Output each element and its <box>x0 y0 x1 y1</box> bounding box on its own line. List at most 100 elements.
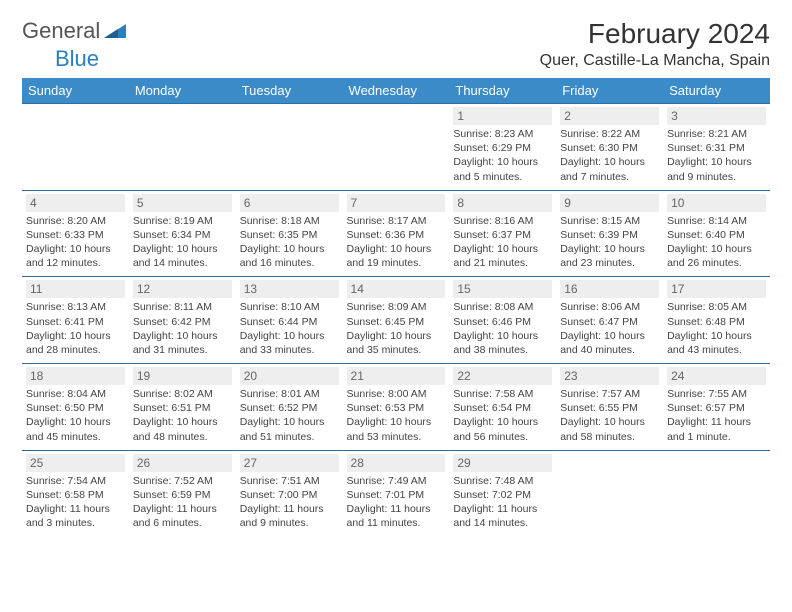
day-details: Sunrise: 8:19 AMSunset: 6:34 PMDaylight:… <box>133 214 232 271</box>
calendar-cell: 20 Sunrise: 8:01 AMSunset: 6:52 PMDayligh… <box>236 364 343 451</box>
day-number: 15 <box>453 280 552 298</box>
calendar-row: 25 Sunrise: 7:54 AMSunset: 6:58 PMDayligh… <box>22 450 770 536</box>
calendar-cell <box>22 104 129 191</box>
day-number: 12 <box>133 280 232 298</box>
day-details: Sunrise: 7:48 AMSunset: 7:02 PMDaylight:… <box>453 474 552 531</box>
day-number: 25 <box>26 454 125 472</box>
day-number: 20 <box>240 367 339 385</box>
calendar-cell: 24 Sunrise: 7:55 AMSunset: 6:57 PMDayligh… <box>663 364 770 451</box>
logo: General <box>22 18 128 44</box>
calendar-header-row: SundayMondayTuesdayWednesdayThursdayFrid… <box>22 78 770 104</box>
logo-text-general: General <box>22 18 100 44</box>
day-number: 21 <box>347 367 446 385</box>
day-details: Sunrise: 8:17 AMSunset: 6:36 PMDaylight:… <box>347 214 446 271</box>
calendar-cell: 4Sunrise: 8:20 AMSunset: 6:33 PMDaylight… <box>22 190 129 277</box>
day-details: Sunrise: 8:18 AMSunset: 6:35 PMDaylight:… <box>240 214 339 271</box>
calendar-body: 1Sunrise: 8:23 AMSunset: 6:29 PMDaylight… <box>22 104 770 537</box>
title-block: February 2024 Quer, Castille-La Mancha, … <box>540 18 770 70</box>
calendar-cell: 23 Sunrise: 7:57 AMSunset: 6:55 PMDayligh… <box>556 364 663 451</box>
calendar-cell: 16 Sunrise: 8:06 AMSunset: 6:47 PMDayligh… <box>556 277 663 364</box>
day-details: Sunrise: 8:08 AMSunset: 6:46 PMDaylight:… <box>453 300 552 357</box>
location-text: Quer, Castille-La Mancha, Spain <box>540 52 770 70</box>
calendar-cell: 28 Sunrise: 7:49 AMSunset: 7:01 PMDayligh… <box>343 450 450 536</box>
calendar-cell: 9 Sunrise: 8:15 AMSunset: 6:39 PMDaylight… <box>556 190 663 277</box>
day-header: Thursday <box>449 78 556 104</box>
day-number: 28 <box>347 454 446 472</box>
calendar-cell <box>343 104 450 191</box>
calendar-cell: 22 Sunrise: 7:58 AMSunset: 6:54 PMDayligh… <box>449 364 556 451</box>
day-header: Wednesday <box>343 78 450 104</box>
day-number: 27 <box>240 454 339 472</box>
calendar-cell: 12 Sunrise: 8:11 AMSunset: 6:42 PMDayligh… <box>129 277 236 364</box>
day-details: Sunrise: 8:16 AMSunset: 6:37 PMDaylight:… <box>453 214 552 271</box>
calendar-cell: 1Sunrise: 8:23 AMSunset: 6:29 PMDaylight… <box>449 104 556 191</box>
day-number: 8 <box>453 194 552 212</box>
day-number: 17 <box>667 280 766 298</box>
day-details: Sunrise: 7:58 AMSunset: 6:54 PMDaylight:… <box>453 387 552 444</box>
day-number: 5 <box>133 194 232 212</box>
day-number: 3 <box>667 107 766 125</box>
day-details: Sunrise: 8:09 AMSunset: 6:45 PMDaylight:… <box>347 300 446 357</box>
day-number: 11 <box>26 280 125 298</box>
day-header: Sunday <box>22 78 129 104</box>
day-details: Sunrise: 8:15 AMSunset: 6:39 PMDaylight:… <box>560 214 659 271</box>
calendar-cell: 21 Sunrise: 8:00 AMSunset: 6:53 PMDayligh… <box>343 364 450 451</box>
day-number: 9 <box>560 194 659 212</box>
calendar-cell: 18 Sunrise: 8:04 AMSunset: 6:50 PMDayligh… <box>22 364 129 451</box>
day-details: Sunrise: 8:01 AMSunset: 6:52 PMDaylight:… <box>240 387 339 444</box>
calendar-cell: 2Sunrise: 8:22 AMSunset: 6:30 PMDaylight… <box>556 104 663 191</box>
day-details: Sunrise: 8:11 AMSunset: 6:42 PMDaylight:… <box>133 300 232 357</box>
calendar-cell: 8 Sunrise: 8:16 AMSunset: 6:37 PMDaylight… <box>449 190 556 277</box>
logo-triangle-icon <box>104 20 126 43</box>
day-number: 2 <box>560 107 659 125</box>
day-details: Sunrise: 7:49 AMSunset: 7:01 PMDaylight:… <box>347 474 446 531</box>
calendar-cell: 5 Sunrise: 8:19 AMSunset: 6:34 PMDaylight… <box>129 190 236 277</box>
day-details: Sunrise: 8:21 AMSunset: 6:31 PMDaylight:… <box>667 127 766 184</box>
calendar-cell: 26Sunrise: 7:52 AMSunset: 6:59 PMDayligh… <box>129 450 236 536</box>
calendar-cell: 17 Sunrise: 8:05 AMSunset: 6:48 PMDayligh… <box>663 277 770 364</box>
calendar-row: 11 Sunrise: 8:13 AMSunset: 6:41 PMDayligh… <box>22 277 770 364</box>
day-details: Sunrise: 7:51 AMSunset: 7:00 PMDaylight:… <box>240 474 339 531</box>
calendar-cell: 15 Sunrise: 8:08 AMSunset: 6:46 PMDayligh… <box>449 277 556 364</box>
calendar-cell <box>236 104 343 191</box>
day-details: Sunrise: 8:10 AMSunset: 6:44 PMDaylight:… <box>240 300 339 357</box>
day-number: 22 <box>453 367 552 385</box>
day-number: 16 <box>560 280 659 298</box>
day-header: Friday <box>556 78 663 104</box>
calendar-row: 1Sunrise: 8:23 AMSunset: 6:29 PMDaylight… <box>22 104 770 191</box>
calendar-table: SundayMondayTuesdayWednesdayThursdayFrid… <box>22 78 770 536</box>
day-number: 23 <box>560 367 659 385</box>
calendar-cell: 11 Sunrise: 8:13 AMSunset: 6:41 PMDayligh… <box>22 277 129 364</box>
day-details: Sunrise: 7:54 AMSunset: 6:58 PMDaylight:… <box>26 474 125 531</box>
day-details: Sunrise: 8:02 AMSunset: 6:51 PMDaylight:… <box>133 387 232 444</box>
calendar-cell: 3 Sunrise: 8:21 AMSunset: 6:31 PMDaylight… <box>663 104 770 191</box>
calendar-cell: 13 Sunrise: 8:10 AMSunset: 6:44 PMDayligh… <box>236 277 343 364</box>
day-details: Sunrise: 8:20 AMSunset: 6:33 PMDaylight:… <box>26 214 125 271</box>
calendar-cell <box>663 450 770 536</box>
day-number: 13 <box>240 280 339 298</box>
calendar-cell: 19Sunrise: 8:02 AMSunset: 6:51 PMDayligh… <box>129 364 236 451</box>
day-number: 7 <box>347 194 446 212</box>
header: General February 2024 Quer, Castille-La … <box>22 18 770 70</box>
day-number: 24 <box>667 367 766 385</box>
calendar-cell: 25 Sunrise: 7:54 AMSunset: 6:58 PMDayligh… <box>22 450 129 536</box>
day-details: Sunrise: 8:00 AMSunset: 6:53 PMDaylight:… <box>347 387 446 444</box>
day-details: Sunrise: 8:04 AMSunset: 6:50 PMDaylight:… <box>26 387 125 444</box>
day-number: 26 <box>133 454 232 472</box>
day-number: 6 <box>240 194 339 212</box>
calendar-cell: 14Sunrise: 8:09 AMSunset: 6:45 PMDayligh… <box>343 277 450 364</box>
calendar-cell <box>556 450 663 536</box>
day-header: Monday <box>129 78 236 104</box>
day-details: Sunrise: 7:57 AMSunset: 6:55 PMDaylight:… <box>560 387 659 444</box>
day-details: Sunrise: 8:23 AMSunset: 6:29 PMDaylight:… <box>453 127 552 184</box>
day-details: Sunrise: 7:55 AMSunset: 6:57 PMDaylight:… <box>667 387 766 444</box>
calendar-cell <box>129 104 236 191</box>
day-header: Tuesday <box>236 78 343 104</box>
calendar-row: 4Sunrise: 8:20 AMSunset: 6:33 PMDaylight… <box>22 190 770 277</box>
day-details: Sunrise: 8:13 AMSunset: 6:41 PMDaylight:… <box>26 300 125 357</box>
day-number: 18 <box>26 367 125 385</box>
day-details: Sunrise: 8:05 AMSunset: 6:48 PMDaylight:… <box>667 300 766 357</box>
day-number: 10 <box>667 194 766 212</box>
day-details: Sunrise: 8:06 AMSunset: 6:47 PMDaylight:… <box>560 300 659 357</box>
calendar-cell: 29Sunrise: 7:48 AMSunset: 7:02 PMDayligh… <box>449 450 556 536</box>
